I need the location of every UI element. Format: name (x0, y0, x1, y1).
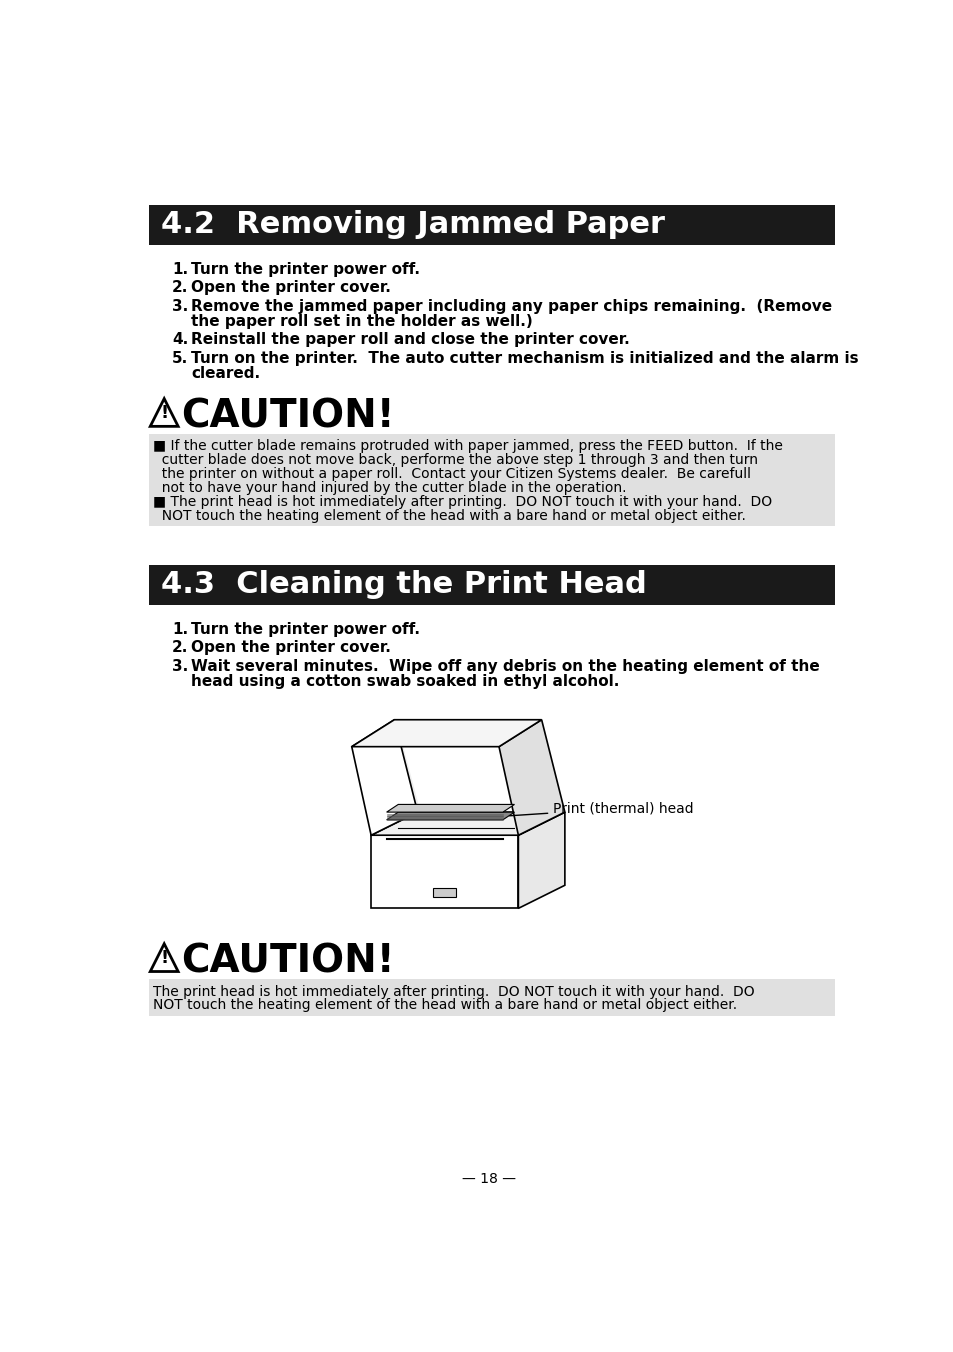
FancyBboxPatch shape (433, 887, 456, 896)
Polygon shape (498, 719, 564, 836)
Polygon shape (352, 719, 541, 746)
Polygon shape (354, 722, 419, 833)
Text: ■ If the cutter blade remains protruded with paper jammed, press the FEED button: ■ If the cutter blade remains protruded … (153, 439, 782, 453)
Text: Reinstall the paper roll and close the printer cover.: Reinstall the paper roll and close the p… (192, 333, 629, 347)
FancyBboxPatch shape (149, 979, 835, 1017)
Text: Open the printer cover.: Open the printer cover. (192, 641, 391, 656)
Text: 4.: 4. (172, 333, 188, 347)
Text: cleared.: cleared. (192, 366, 260, 381)
Text: 3.: 3. (172, 299, 188, 314)
Text: !: ! (160, 949, 168, 968)
Text: 1.: 1. (172, 622, 188, 637)
Text: 3.: 3. (172, 658, 188, 673)
Text: Wait several minutes.  Wipe off any debris on the heating element of the: Wait several minutes. Wipe off any debri… (192, 658, 820, 673)
Polygon shape (517, 813, 564, 909)
Text: Turn the printer power off.: Turn the printer power off. (192, 261, 420, 277)
Text: NOT touch the heating element of the head with a bare hand or metal object eithe: NOT touch the heating element of the hea… (153, 999, 737, 1013)
Text: CAUTION!: CAUTION! (181, 397, 395, 435)
Text: head using a cotton swab soaked in ethyl alcohol.: head using a cotton swab soaked in ethyl… (192, 675, 619, 690)
Text: 2.: 2. (172, 641, 188, 656)
FancyBboxPatch shape (149, 204, 835, 245)
Text: cutter blade does not move back, performe the above step 1 through 3 and then tu: cutter blade does not move back, perform… (153, 453, 758, 468)
Text: 2.: 2. (172, 280, 188, 295)
FancyBboxPatch shape (149, 565, 835, 604)
Polygon shape (150, 944, 178, 972)
Text: 4.3  Cleaning the Print Head: 4.3 Cleaning the Print Head (161, 571, 646, 599)
Polygon shape (371, 836, 517, 909)
Text: !: ! (160, 404, 168, 422)
Text: Open the printer cover.: Open the printer cover. (192, 280, 391, 295)
Polygon shape (352, 719, 417, 836)
Polygon shape (371, 813, 564, 836)
Text: the paper roll set in the holder as well.): the paper roll set in the holder as well… (192, 314, 533, 329)
Text: ■ The print head is hot immediately after printing.  DO NOT touch it with your h: ■ The print head is hot immediately afte… (153, 495, 772, 508)
Text: Turn on the printer.  The auto cutter mechanism is initialized and the alarm is: Turn on the printer. The auto cutter mec… (192, 352, 858, 366)
Text: CAUTION!: CAUTION! (181, 942, 395, 980)
Text: The print head is hot immediately after printing.  DO NOT touch it with your han: The print head is hot immediately after … (153, 984, 754, 999)
FancyBboxPatch shape (149, 434, 835, 526)
Text: Print (thermal) head: Print (thermal) head (509, 802, 693, 815)
Text: 1.: 1. (172, 261, 188, 277)
Polygon shape (386, 804, 514, 813)
Text: the printer on without a paper roll.  Contact your Citizen Systems dealer.  Be c: the printer on without a paper roll. Con… (153, 468, 751, 481)
Polygon shape (386, 813, 514, 819)
Text: 5.: 5. (172, 352, 188, 366)
Text: NOT touch the heating element of the head with a bare hand or metal object eithe: NOT touch the heating element of the hea… (153, 508, 745, 523)
Text: not to have your hand injured by the cutter blade in the operation.: not to have your hand injured by the cut… (153, 481, 626, 495)
Text: 4.2  Removing Jammed Paper: 4.2 Removing Jammed Paper (161, 210, 664, 239)
Polygon shape (150, 399, 178, 426)
Text: Turn the printer power off.: Turn the printer power off. (192, 622, 420, 637)
Text: Remove the jammed paper including any paper chips remaining.  (Remove: Remove the jammed paper including any pa… (192, 299, 832, 314)
Text: — 18 —: — 18 — (461, 1172, 516, 1186)
